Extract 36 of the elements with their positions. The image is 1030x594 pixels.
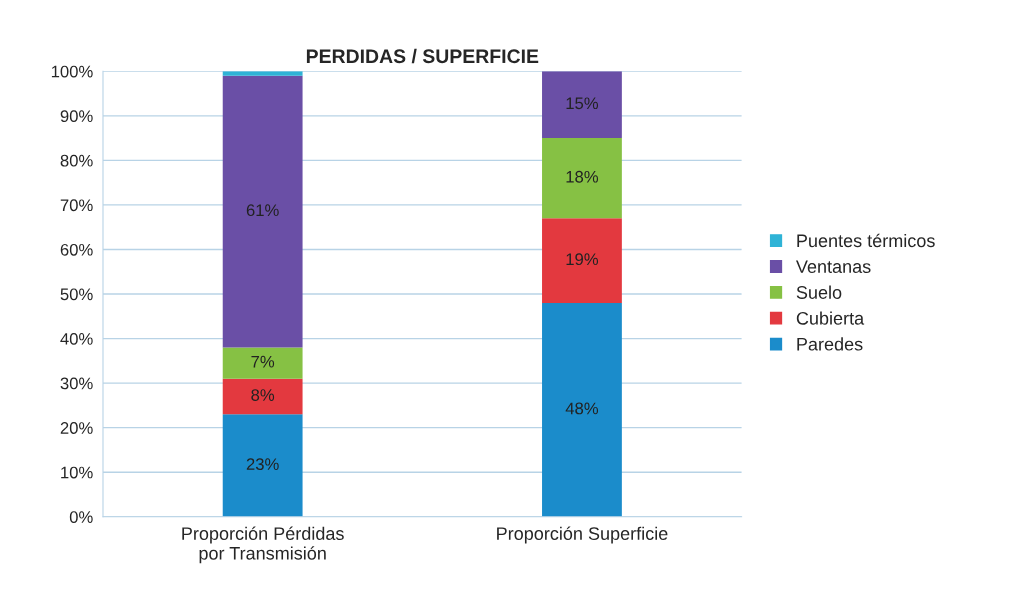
- y-tick-label: 10%: [61, 466, 93, 479]
- bar: [222, 378, 303, 415]
- data-label: 18%: [566, 170, 599, 183]
- data-label: 48%: [565, 402, 599, 415]
- y-tick-label: 0%: [69, 511, 93, 523]
- bar: [222, 71, 303, 76]
- x-tick-label: Proporción Superficie: [497, 526, 668, 544]
- data-label: 23%: [246, 458, 279, 471]
- data-label: 7%: [251, 355, 275, 368]
- data-label: 19%: [566, 253, 599, 266]
- y-tick-label: 90%: [60, 110, 93, 123]
- y-tick-label: 100%: [51, 65, 93, 78]
- y-tick-label: 80%: [60, 154, 93, 167]
- data-label: 15%: [566, 97, 599, 110]
- chart-title: PERDIDAS / SUPERFICIE: [306, 48, 539, 64]
- bar: [542, 218, 622, 303]
- x-tick-label: Proporción Pérdidas por Transmisión: [182, 526, 344, 564]
- bar: [542, 138, 622, 219]
- y-tick-label: 50%: [60, 288, 93, 301]
- data-label: 61%: [246, 204, 279, 217]
- legend-label: Puentes térmicos: [797, 233, 935, 248]
- y-tick-label: 70%: [60, 199, 93, 212]
- legend-label: Paredes: [797, 337, 863, 351]
- y-tick-label: 30%: [60, 377, 93, 390]
- bar: [222, 347, 303, 379]
- bar: [222, 75, 303, 348]
- bar: [542, 302, 622, 517]
- y-tick-label: 20%: [60, 422, 93, 434]
- legend-label: Ventanas: [795, 260, 871, 274]
- legend-label: Suelo: [796, 285, 842, 299]
- legend-label: Cubierta: [796, 311, 865, 325]
- bar: [542, 71, 622, 139]
- data-label: 8%: [251, 389, 275, 401]
- bar: [222, 414, 303, 517]
- y-tick-label: 40%: [60, 332, 93, 345]
- y-tick-label: 60%: [60, 243, 93, 256]
